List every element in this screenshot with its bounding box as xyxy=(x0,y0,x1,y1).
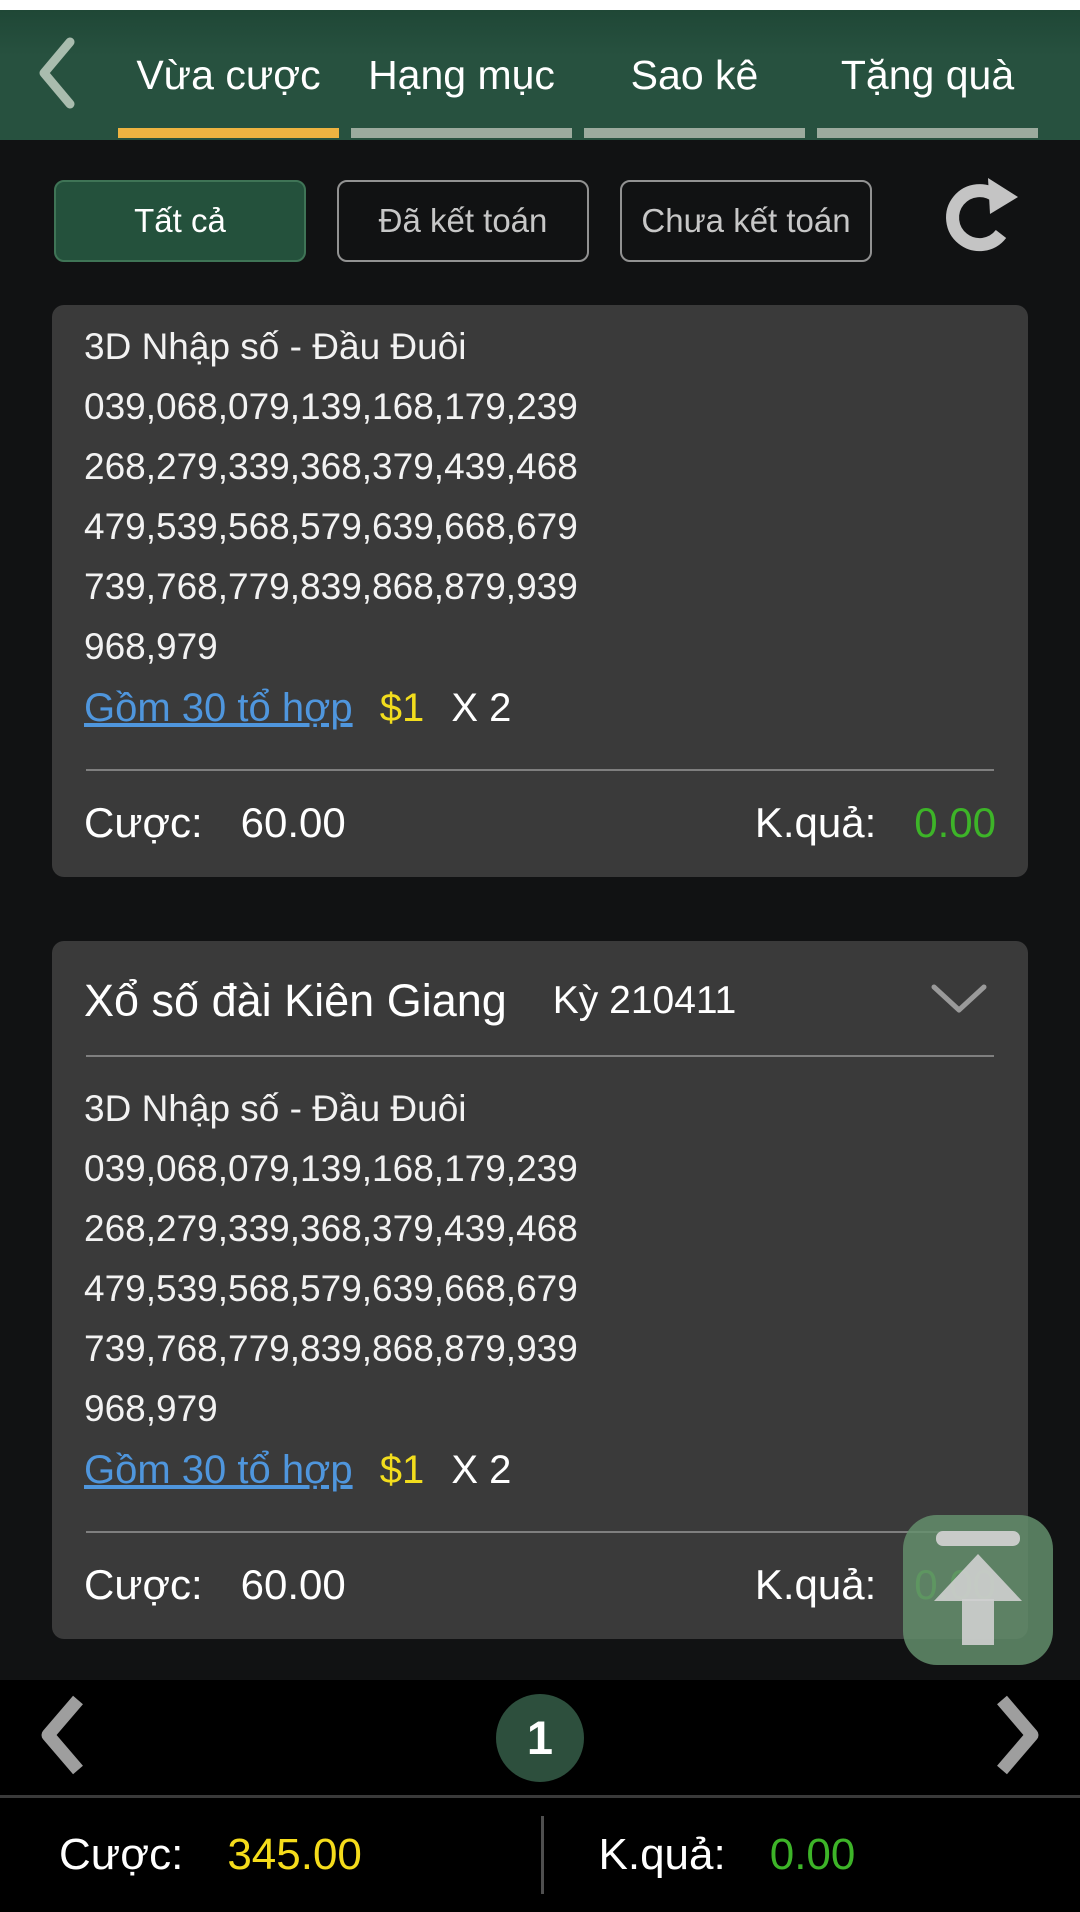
multiplier: X 2 xyxy=(451,1448,512,1492)
bet-label: Cược: xyxy=(84,1561,203,1608)
total-result-label: K.quả: xyxy=(598,1830,726,1879)
totals-bar: Cược: 345.00 K.quả: 0.00 xyxy=(0,1798,1080,1912)
tab-underline xyxy=(584,128,805,138)
vertical-divider xyxy=(540,1816,544,1894)
tab-vua-cuoc[interactable]: Vừa cược xyxy=(112,10,345,140)
result-value: 0.00 xyxy=(914,799,996,846)
next-page-button[interactable] xyxy=(994,1694,1042,1781)
bet-numbers-line: 479,539,568,579,639,668,679 xyxy=(84,506,578,547)
combo-count-link[interactable]: Gồm 30 tổ hợp xyxy=(84,1448,353,1492)
refresh-icon xyxy=(944,176,1020,265)
divider xyxy=(0,1795,1080,1798)
divider xyxy=(86,769,994,771)
divider xyxy=(86,1055,994,1057)
tab-label: Tặng quà xyxy=(840,51,1015,98)
bet-card: 3D Nhập số - Đầu Đuôi 039,068,079,139,16… xyxy=(52,305,1028,877)
result-amount: K.quả: 0.00 xyxy=(755,799,996,847)
draw-period: Kỳ 210411 xyxy=(552,979,737,1022)
unit-price: $1 xyxy=(379,686,425,730)
combo-line: Gồm 30 tổ hợp $1 X 2 xyxy=(84,677,996,739)
filter-label: Tất cả xyxy=(134,201,226,239)
bet-numbers-line: 039,068,079,139,168,179,239 xyxy=(84,1148,578,1189)
scroll-to-top-button[interactable] xyxy=(903,1515,1053,1665)
tab-underline xyxy=(351,128,572,138)
filter-row: Tất cả Đã kết toán Chưa kết toán xyxy=(0,140,1080,265)
nav-tabs: Vừa cược Hạng mục Sao kê Tặng quà xyxy=(112,10,1044,140)
result-label: K.quả: xyxy=(754,1561,877,1608)
status-strip xyxy=(0,0,1080,10)
multiplier: X 2 xyxy=(451,686,512,730)
card-header: Xổ số đài Kiên Giang Kỳ 210411 xyxy=(84,953,996,1041)
collapse-card-button[interactable] xyxy=(930,983,988,1020)
chevron-left-icon xyxy=(35,37,77,114)
bet-amount: Cược: 60.00 xyxy=(84,1561,346,1609)
page-number: 1 xyxy=(526,1711,554,1764)
bet-value: 60.00 xyxy=(240,799,346,846)
back-button[interactable] xyxy=(0,10,112,140)
bet-card: Xổ số đài Kiên Giang Kỳ 210411 3D Nhập s… xyxy=(52,941,1028,1639)
unit-price: $1 xyxy=(379,1448,425,1492)
pagination-bar: 1 xyxy=(0,1680,1080,1795)
result-label: K.quả: xyxy=(754,799,877,846)
total-bet-value: 345.00 xyxy=(227,1830,362,1879)
bet-numbers-line: 039,068,079,139,168,179,239 xyxy=(84,386,578,427)
current-page-indicator[interactable]: 1 xyxy=(496,1693,584,1782)
chevron-right-icon xyxy=(994,1694,1042,1781)
bet-value: 60.00 xyxy=(240,1561,346,1608)
total-bet: Cược: 345.00 xyxy=(0,1830,541,1880)
chevron-left-icon xyxy=(38,1694,86,1781)
bet-amount: Cược: 60.00 xyxy=(84,799,346,847)
bet-numbers-line: 739,768,779,839,868,879,939 xyxy=(84,1328,578,1369)
bet-numbers-line: 968,979 xyxy=(84,626,218,667)
bet-numbers-line: 739,768,779,839,868,879,939 xyxy=(84,566,578,607)
tab-label: Vừa cược xyxy=(136,51,321,98)
filter-label: Đã kết toán xyxy=(378,201,548,239)
combo-count-link[interactable]: Gồm 30 tổ hợp xyxy=(84,686,353,730)
bet-type: 3D Nhập số - Đầu Đuôi xyxy=(84,1088,467,1129)
tab-underline xyxy=(817,128,1038,138)
tab-sao-ke[interactable]: Sao kê xyxy=(578,10,811,140)
prev-page-button[interactable] xyxy=(38,1694,86,1781)
total-result: K.quả: 0.00 xyxy=(544,1830,1080,1880)
chevron-down-icon xyxy=(930,983,988,1020)
filter-unsettled-button[interactable]: Chưa kết toán xyxy=(620,179,872,262)
bet-cards-list: 3D Nhập số - Đầu Đuôi 039,068,079,139,16… xyxy=(52,305,1028,1639)
bet-numbers-line: 268,279,339,368,379,439,468 xyxy=(84,1208,578,1249)
top-navbar: Vừa cược Hạng mục Sao kê Tặng quà xyxy=(0,10,1080,140)
bet-list-area: Tất cả Đã kết toán Chưa kết toán 3D xyxy=(0,140,1080,1680)
tab-tang-qua[interactable]: Tặng quà xyxy=(811,10,1044,140)
lottery-name: Xổ số đài Kiên Giang xyxy=(84,975,507,1026)
total-bet-label: Cược: xyxy=(59,1830,184,1879)
divider xyxy=(86,1531,994,1533)
tab-label: Hạng mục xyxy=(368,51,555,98)
card-footer: Cược: 60.00 K.quả: 0.00 xyxy=(84,799,996,847)
filter-all-button[interactable]: Tất cả xyxy=(54,179,306,262)
bet-label: Cược: xyxy=(84,799,203,846)
refresh-button[interactable] xyxy=(944,176,1020,265)
total-result-value: 0.00 xyxy=(769,1830,856,1879)
arrow-up-to-bar-icon xyxy=(933,1529,1023,1652)
bet-numbers-line: 479,539,568,579,639,668,679 xyxy=(84,1268,578,1309)
bet-numbers-line: 968,979 xyxy=(84,1388,218,1429)
filter-label: Chưa kết toán xyxy=(641,201,851,239)
bet-numbers-line: 268,279,339,368,379,439,468 xyxy=(84,446,578,487)
tab-label: Sao kê xyxy=(630,51,759,98)
bet-type: 3D Nhập số - Đầu Đuôi xyxy=(84,326,467,367)
tab-hang-muc[interactable]: Hạng mục xyxy=(345,10,578,140)
tab-active-underline xyxy=(118,128,339,138)
card-footer: Cược: 60.00 K.quả: 0.00 xyxy=(84,1561,996,1609)
filter-settled-button[interactable]: Đã kết toán xyxy=(337,179,589,262)
combo-line: Gồm 30 tổ hợp $1 X 2 xyxy=(84,1439,996,1501)
